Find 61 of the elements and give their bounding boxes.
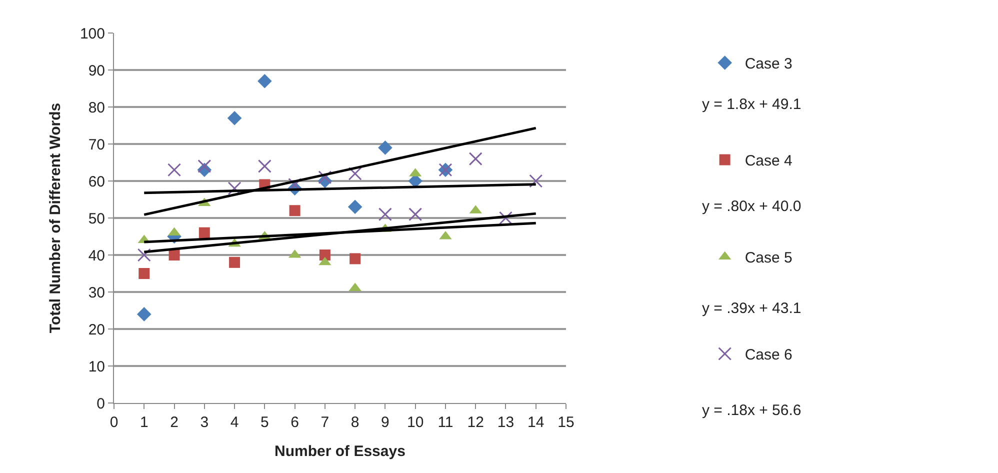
point: [318, 170, 332, 184]
x-tick-label: 2: [170, 414, 178, 431]
point: [529, 174, 543, 188]
y-tick-label: 80: [88, 99, 105, 116]
x-tick-label: 12: [467, 414, 484, 431]
legend-label: Case 3: [744, 56, 792, 73]
y-tick-label: 10: [88, 358, 105, 376]
x-tick-label: 8: [350, 414, 360, 431]
point: [137, 248, 151, 262]
y-tick-label: 60: [88, 173, 105, 190]
point: [319, 250, 330, 260]
point: [288, 178, 302, 192]
point: [258, 159, 272, 173]
text: y = .80x + 40.0: [702, 198, 802, 215]
text: y = 1.8x + 49.1: [702, 96, 802, 113]
y-tick-label: 70: [88, 136, 105, 154]
x-tick-label: 3: [200, 414, 209, 431]
point: [168, 163, 182, 177]
y-tick-label: 40: [88, 247, 105, 264]
point: [228, 182, 242, 196]
x-tick-label: 14: [528, 414, 544, 431]
point: [468, 152, 482, 166]
x-tick-label: 4: [230, 414, 239, 431]
legend-label: Case 5: [744, 250, 792, 267]
point: [408, 208, 422, 222]
y-tick-label: 0: [96, 395, 105, 412]
x-tick-label: 11: [438, 414, 454, 431]
x-tick-label: 10: [406, 414, 424, 431]
text: y = .18x + 56.6: [702, 402, 802, 419]
point: [378, 140, 392, 155]
x-tick-label: 7: [320, 414, 330, 431]
legend-label: Case 4: [744, 152, 792, 170]
point: [258, 74, 272, 88]
x-tick-label: 13: [497, 414, 514, 431]
legend-label: Case 6: [744, 346, 792, 364]
point: [348, 200, 362, 214]
x-tick-label: 1: [140, 414, 148, 431]
x-tick-label: 5: [260, 414, 269, 431]
x-tick-label: 9: [381, 414, 390, 431]
x-tick-label: 0: [110, 414, 118, 431]
x-axis-title: Number of Essays: [274, 443, 406, 460]
point: [498, 211, 512, 225]
point: [168, 250, 180, 260]
point: [289, 205, 300, 216]
point: [198, 159, 212, 173]
y-axis-title: Total Number of Different Words: [47, 102, 64, 334]
y-tick-label: 90: [88, 62, 105, 80]
point: [229, 256, 240, 268]
point: [227, 110, 242, 126]
point: [138, 268, 150, 279]
x-tick-label: 6: [290, 414, 299, 431]
point: [378, 208, 392, 222]
y-tick-label: 50: [88, 210, 105, 228]
point: [136, 307, 152, 322]
point: [198, 227, 210, 238]
x-tick-label: 15: [558, 414, 574, 431]
text: y = .39x + 43.1: [702, 300, 802, 317]
y-tick-label: 20: [88, 321, 105, 338]
y-tick-label: 30: [88, 284, 105, 302]
y-tick-label: 100: [80, 25, 105, 42]
point: [350, 253, 361, 264]
